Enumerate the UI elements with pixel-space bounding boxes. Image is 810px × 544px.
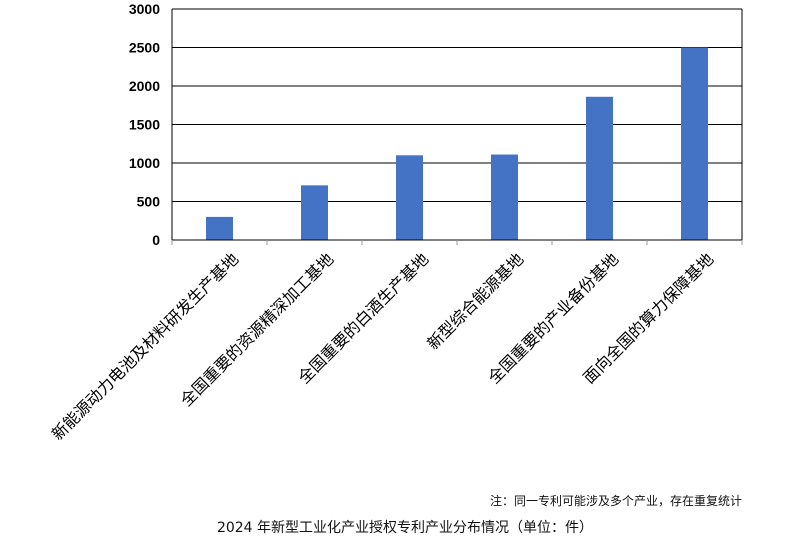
y-tick-label: 1500 [129,117,160,133]
bars [206,47,708,240]
y-axis-ticks: 0 500 1000 1500 2000 2500 3000 [129,1,160,248]
gridlines [172,8,742,241]
y-tick-label: 2000 [129,78,160,94]
bar [681,47,708,240]
y-tick-label: 3000 [129,1,160,17]
x-tick-label: 新型综合能源基地 [423,249,527,353]
bar [301,185,328,240]
y-tick-label: 500 [137,194,161,210]
bar [586,96,613,240]
bar [396,155,423,240]
x-tick-label: 新能源动力电池及材料研发生产基地 [48,249,242,443]
axes [171,9,743,245]
bar [206,216,233,240]
x-tick-label: 全国重要的资源精深加工基地 [177,249,338,410]
y-tick-label: 1000 [129,155,160,171]
bar [491,154,518,240]
y-tick-label: 0 [152,232,160,248]
x-axis-ticks: 新能源动力电池及材料研发生产基地全国重要的资源精深加工基地全国重要的白酒生产基地… [48,249,717,443]
footnote: 注：同一专利可能涉及多个产业，存在重复统计 [489,494,742,508]
y-tick-label: 2500 [129,40,160,56]
chart-caption: 2024 年新型工业化产业授权专利产业分布情况（单位：件） [216,520,594,536]
